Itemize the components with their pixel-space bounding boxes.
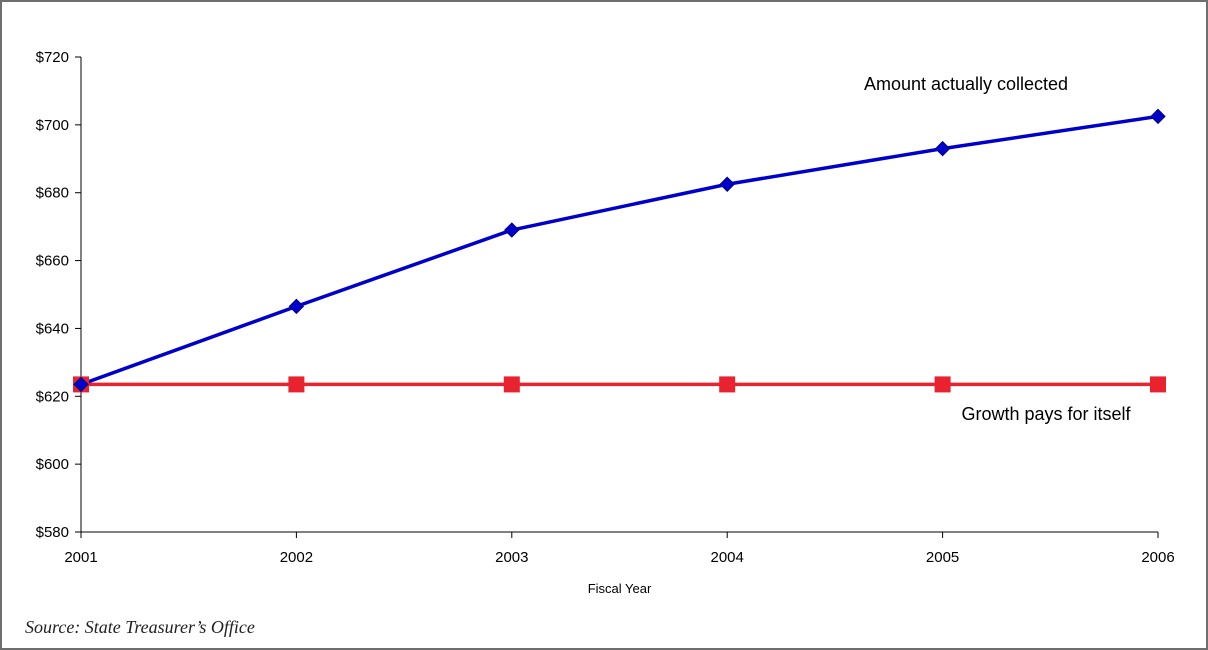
diamond-marker [1150, 108, 1166, 125]
series-label-growth-pays-for-itself: Growth pays for itself [961, 404, 1131, 424]
y-tick-label: $660 [36, 253, 69, 270]
y-tick-label: $700 [36, 117, 69, 134]
diamond-marker [73, 376, 89, 393]
source-note: Source: State Treasurer’s Office [25, 617, 255, 637]
y-tick-label: $600 [36, 456, 69, 473]
y-tick-label: $580 [36, 524, 69, 541]
x-tick-label: 2005 [926, 549, 959, 566]
diamond-marker [934, 140, 951, 157]
x-tick-label: 2003 [495, 549, 528, 566]
x-axis-title: Fiscal Year [588, 581, 652, 596]
diamond-marker [719, 176, 735, 192]
diamond-marker [504, 222, 520, 238]
y-tick-label: $720 [36, 49, 69, 66]
y-tick-label: $640 [36, 320, 69, 337]
chart-axes: $580 $600 $620 $640 $660 $680 $700 $720 2001 2002… [36, 49, 1175, 566]
series-line-amount-actually-collected [80, 114, 1159, 387]
x-tick-label: 2006 [1141, 549, 1174, 566]
diamond-marker [288, 298, 305, 315]
chart-labels: Fiscal Year Amount actually collected Grow… [588, 74, 1132, 596]
square-marker [1150, 376, 1166, 393]
series-label-amount-actually-collected: Amount actually collected [864, 74, 1068, 94]
y-tick-label: $680 [36, 185, 69, 202]
series-markers [73, 108, 1166, 393]
square-marker [719, 376, 736, 393]
y-tick-label: $620 [36, 388, 69, 405]
x-tick-label: 2004 [711, 549, 744, 566]
square-marker [503, 376, 520, 393]
x-tick-label: 2001 [64, 549, 97, 566]
square-marker [934, 376, 951, 393]
x-tick-label: 2002 [280, 549, 313, 566]
square-marker [288, 376, 305, 393]
series-lines [80, 114, 1159, 387]
